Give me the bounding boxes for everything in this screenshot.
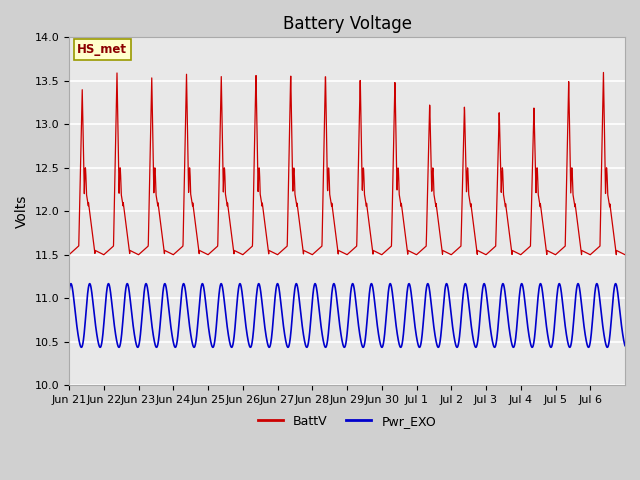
BattV xyxy=(615,249,623,254)
Line: BattV: BattV xyxy=(69,72,625,255)
Pwr_EXO xyxy=(503,307,511,313)
Pwr_EXO xyxy=(65,289,73,295)
Pwr_EXO xyxy=(615,301,623,307)
BattV xyxy=(179,243,187,249)
Pwr_EXO xyxy=(179,282,187,288)
Pwr_EXO xyxy=(419,328,426,334)
Pwr_EXO xyxy=(536,281,544,287)
BattV xyxy=(467,204,475,209)
Y-axis label: Volts: Volts xyxy=(15,194,29,228)
Line: Pwr_EXO: Pwr_EXO xyxy=(69,284,625,348)
BattV xyxy=(536,203,544,208)
BattV xyxy=(600,70,607,75)
BattV xyxy=(65,252,73,258)
Text: HS_met: HS_met xyxy=(77,43,127,56)
Pwr_EXO xyxy=(621,343,629,348)
Pwr_EXO xyxy=(303,345,310,350)
BattV xyxy=(419,247,426,252)
Pwr_EXO xyxy=(468,325,476,331)
Pwr_EXO xyxy=(367,281,375,287)
BattV xyxy=(503,209,511,215)
Legend: BattV, Pwr_EXO: BattV, Pwr_EXO xyxy=(253,410,441,433)
Title: Battery Voltage: Battery Voltage xyxy=(282,15,412,33)
BattV xyxy=(621,252,629,258)
